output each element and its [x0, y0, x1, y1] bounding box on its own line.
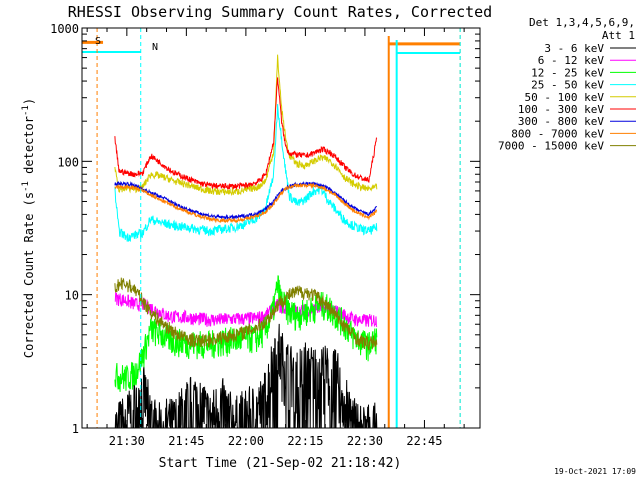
- y-axis-label-suffix: ): [22, 98, 36, 105]
- y-tick-label: 1: [72, 422, 79, 436]
- footer-date: 19-Oct-2021 17:09: [554, 467, 636, 476]
- legend-label-2: 12 - 25 keV: [531, 66, 604, 79]
- legend-label-6: 300 - 800 keV: [518, 115, 604, 128]
- annotation-n: N: [152, 42, 158, 53]
- y-tick-label: 100: [57, 155, 79, 169]
- legend-label-8: 7000 - 15000 keV: [498, 140, 604, 153]
- plot-frame: [81, 27, 481, 429]
- legend-header-line-1: Det 1,3,4,5,6,9,: [529, 16, 635, 29]
- x-tick-label: 22:00: [228, 434, 264, 448]
- y-axis-ticks: 1 10 100 1000: [50, 22, 480, 436]
- y-axis-label-sup1: -1: [21, 181, 31, 192]
- chart-title: RHESSI Observing Summary Count Rates, Co…: [68, 3, 492, 21]
- series-line-5: [114, 77, 378, 191]
- y-tick-label: 10: [65, 289, 79, 303]
- x-tick-label: 22:45: [406, 434, 442, 448]
- series-line-8: [114, 277, 378, 351]
- legend-label-7: 800 - 7000 keV: [511, 127, 604, 140]
- series-line-2: [114, 275, 378, 392]
- y-axis-label: Corrected Count Rate (s-1 detector-1): [21, 98, 36, 358]
- legend-label-1: 6 - 12 keV: [538, 54, 605, 67]
- x-tick-label: 21:45: [168, 434, 204, 448]
- series-line-3: [114, 104, 378, 243]
- y-axis-label-mid: detector: [22, 116, 36, 181]
- series-line-7: [114, 182, 378, 224]
- x-tick-label: 21:30: [109, 434, 145, 448]
- series-line-4: [114, 54, 378, 197]
- annotation-s: S: [95, 36, 101, 47]
- y-axis-label-sup2: -1: [21, 105, 31, 116]
- y-axis-label-prefix: Corrected Count Rate (s: [22, 192, 36, 358]
- x-tick-label: 22:15: [287, 434, 323, 448]
- legend-header-line-2: Att 1: [602, 29, 635, 42]
- x-axis-ticks: 21:30 21:45 22:00 22:15 22:30 22:45: [86, 28, 465, 448]
- x-axis-label: Start Time (21-Sep-02 21:18:42): [159, 456, 402, 471]
- legend-label-4: 50 - 100 keV: [525, 91, 605, 104]
- x-tick-label: 22:30: [347, 434, 383, 448]
- legend-label-0: 3 - 6 keV: [544, 42, 604, 55]
- y-tick-label: 1000: [50, 22, 79, 36]
- legend-label-5: 100 - 300 keV: [518, 103, 604, 116]
- legend-label-3: 25 - 50 keV: [531, 79, 604, 92]
